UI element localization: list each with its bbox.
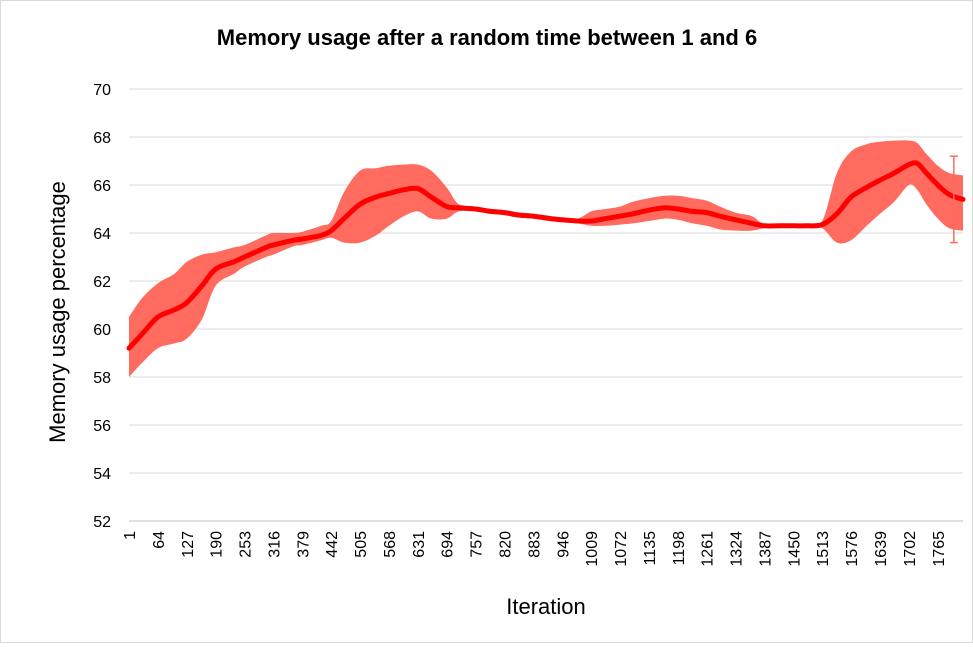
x-tick-label: 1324 (729, 531, 746, 567)
x-tick-label: 757 (469, 531, 486, 558)
x-tick-label: 1072 (613, 531, 630, 567)
y-tick-label: 58 (93, 370, 111, 387)
x-tick-label: 1198 (671, 531, 688, 566)
x-tick-label: 568 (382, 531, 399, 558)
x-tick-label: 505 (353, 531, 370, 558)
y-tick-label: 60 (93, 322, 111, 339)
mean-line-layer (126, 160, 966, 351)
x-tick-label: 1702 (902, 531, 919, 567)
x-axis-label: Iteration (506, 594, 586, 619)
y-tick-label: 54 (93, 466, 111, 483)
x-tick-label: 883 (526, 531, 543, 558)
x-tick-label: 253 (238, 531, 255, 558)
x-tick-label: 1135 (642, 531, 659, 566)
x-tick-label: 631 (411, 531, 428, 558)
x-tick-label: 946 (555, 531, 572, 558)
y-tick-label: 68 (93, 130, 111, 147)
x-tick-label: 1765 (931, 531, 948, 567)
x-tick-label: 1261 (700, 531, 717, 567)
y-tick-label: 62 (93, 274, 111, 291)
y-tick-label: 56 (93, 418, 111, 435)
x-tick-label: 379 (295, 531, 312, 558)
x-tick-label: 64 (151, 531, 168, 549)
x-tick-label: 1387 (757, 531, 774, 567)
x-tick-label: 1639 (873, 531, 890, 567)
confidence-band-layer (129, 140, 963, 377)
x-tick-label: 1009 (584, 531, 601, 567)
x-tick-label: 190 (209, 531, 226, 558)
y-axis-label: Memory usage percentage (45, 181, 70, 443)
x-tick-label: 127 (180, 531, 197, 558)
x-tick-label: 820 (498, 531, 515, 558)
y-tick-label: 52 (93, 514, 111, 531)
x-tick-label: 1450 (786, 531, 803, 567)
chart-title: Memory usage after a random time between… (217, 25, 757, 50)
x-axis-ticks: 1 64 127 190 253 316 379 442 505 568 631 694 757 820 8… (122, 531, 948, 567)
x-tick-label: 442 (324, 531, 341, 558)
gridlines (129, 88, 963, 522)
y-tick-label: 66 (93, 178, 111, 195)
mean-line (126, 160, 966, 351)
x-tick-label: 1513 (815, 531, 832, 567)
y-axis-ticks: 52 54 56 58 60 62 64 66 68 70 (93, 82, 111, 531)
x-tick-label: 316 (266, 531, 283, 558)
y-tick-label: 64 (93, 226, 111, 243)
x-tick-label: 694 (440, 531, 457, 558)
x-tick-label: 1576 (844, 531, 861, 567)
confidence-band (129, 140, 963, 377)
error-bar-layer (949, 155, 958, 244)
y-tick-label: 70 (93, 82, 111, 99)
x-tick-label: 1 (122, 531, 139, 540)
